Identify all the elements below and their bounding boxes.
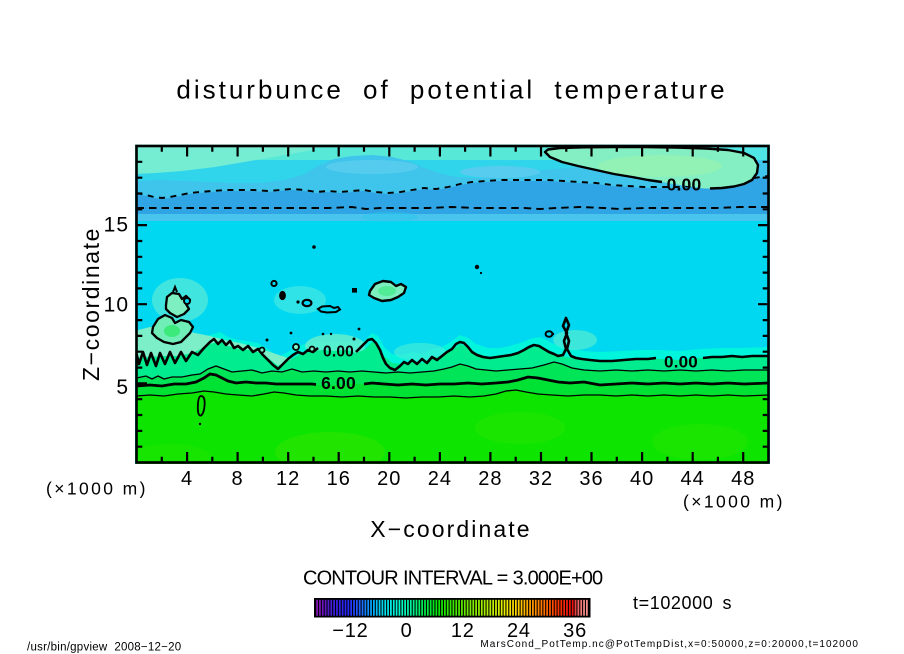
svg-text:−12: −12 <box>332 620 368 642</box>
svg-text:36: 36 <box>579 468 603 490</box>
svg-text:40: 40 <box>630 468 654 490</box>
svg-text:36: 36 <box>563 620 587 642</box>
svg-text:8: 8 <box>232 468 244 490</box>
svg-text:disturbunce of potential tempe: disturbunce of potential temperature <box>176 75 727 105</box>
svg-text:MarsCond_PotTemp.nc@PotTempDis: MarsCond_PotTemp.nc@PotTempDist,x=0:5000… <box>480 639 859 650</box>
svg-text:CONTOUR INTERVAL = 3.000E+00: CONTOUR INTERVAL = 3.000E+00 <box>303 568 603 590</box>
svg-text:10: 10 <box>104 294 129 317</box>
svg-text:4: 4 <box>181 468 193 490</box>
svg-text:0.00: 0.00 <box>323 344 354 361</box>
svg-text:0: 0 <box>401 620 413 642</box>
svg-text:48: 48 <box>731 468 755 490</box>
svg-text:6.00: 6.00 <box>321 373 356 393</box>
svg-text:28: 28 <box>478 468 502 490</box>
svg-text:0.00: 0.00 <box>664 353 698 372</box>
svg-text:24: 24 <box>507 620 531 642</box>
svg-text:16: 16 <box>327 468 351 490</box>
svg-text:t=102000 s: t=102000 s <box>633 593 732 613</box>
svg-text:20: 20 <box>377 468 401 490</box>
svg-text:0.00: 0.00 <box>667 175 702 195</box>
svg-text:X−coordinate: X−coordinate <box>370 516 531 542</box>
svg-text:/usr/bin/gpview 2008−12−20: /usr/bin/gpview 2008−12−20 <box>27 642 181 654</box>
svg-text:15: 15 <box>104 214 129 237</box>
svg-text:24: 24 <box>428 468 452 490</box>
svg-text:(×1000 m): (×1000 m) <box>46 479 148 499</box>
svg-text:32: 32 <box>529 468 553 490</box>
svg-text:12: 12 <box>451 620 475 642</box>
svg-text:(×1000 m): (×1000 m) <box>683 492 785 512</box>
svg-text:5: 5 <box>116 376 129 399</box>
svg-text:44: 44 <box>681 468 705 490</box>
svg-text:Z−coordinate: Z−coordinate <box>78 227 104 381</box>
svg-text:12: 12 <box>276 468 300 490</box>
